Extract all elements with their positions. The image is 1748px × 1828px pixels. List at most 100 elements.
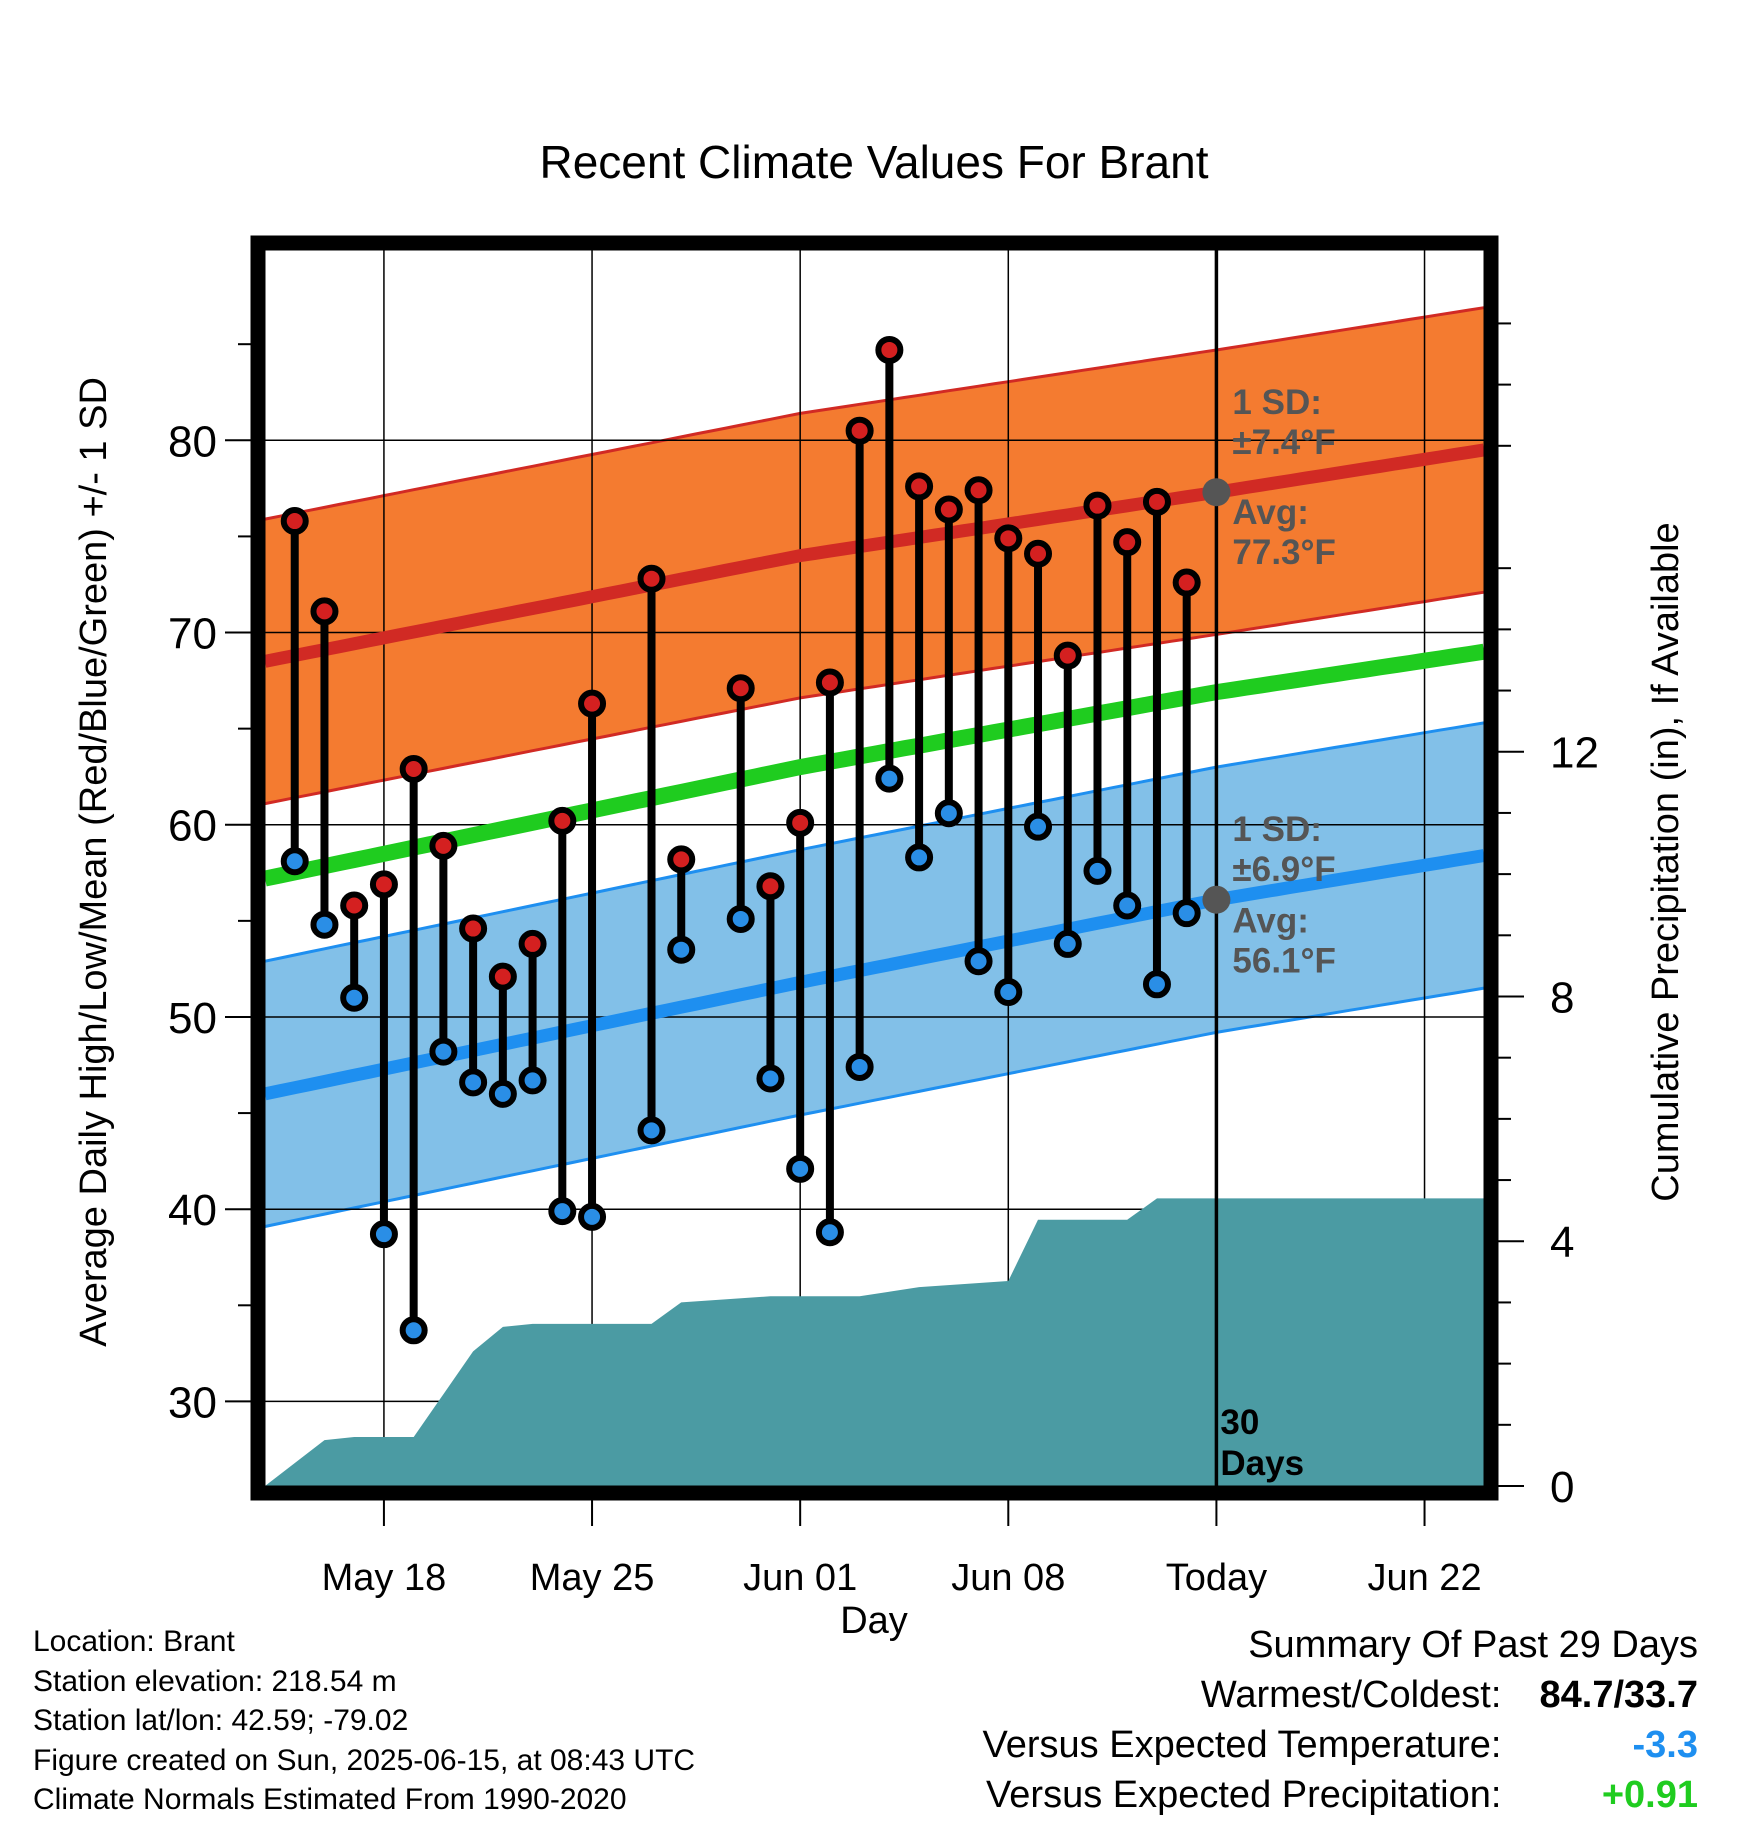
observed-low-point [875, 764, 904, 793]
observed-low-point [1083, 856, 1112, 885]
temp-row: Versus Expected Temperature: -3.3 [983, 1720, 1698, 1770]
y-tick-label: 40 [168, 1186, 217, 1235]
observed-low-point [1024, 812, 1053, 841]
observed-high-point [667, 845, 696, 874]
today-normal-low-marker [1202, 885, 1231, 914]
low-sd-band [265, 722, 1484, 1227]
y2-tick-label: 4 [1550, 1218, 1574, 1267]
y-tick-label: 30 [168, 1378, 217, 1427]
warmest-row: Warmest/Coldest: 84.7/33.7 [983, 1670, 1698, 1720]
observed-low-point [399, 1316, 428, 1345]
low-avg-value: 56.1°F [1232, 942, 1336, 981]
observed-high-point [786, 808, 815, 837]
x-tick-label: Jun 22 [1367, 1557, 1481, 1599]
observed-high-point [548, 806, 577, 835]
plot-frame [250, 235, 1499, 1501]
observed-low-point [964, 947, 993, 976]
observed-low-point [815, 1218, 844, 1247]
normal-high-line [263, 443, 1486, 668]
observed-high-point [1172, 568, 1201, 597]
y-tick-label: 80 [168, 417, 217, 466]
x-tick-label: Jun 08 [951, 1557, 1065, 1599]
observed-high-point [1142, 487, 1171, 516]
precip-value: +0.91 [1601, 1774, 1698, 1816]
observed-low-point [280, 847, 309, 876]
x-tick-label: May 18 [322, 1557, 447, 1599]
observed-low-point [578, 1202, 607, 1231]
observed-high-point [875, 335, 904, 364]
observed-high-point [1053, 641, 1082, 670]
observed-high-point [1024, 539, 1053, 568]
x-tick-label: May 25 [530, 1557, 655, 1599]
observed-high-point [488, 962, 517, 991]
observed-low-point [637, 1116, 666, 1145]
y2-tick-label: 12 [1550, 729, 1599, 778]
y-tick-label: 60 [168, 802, 217, 851]
observed-high-point [815, 668, 844, 697]
observed-high-point [994, 524, 1023, 553]
temp-value: -3.3 [1632, 1724, 1698, 1766]
observed-low-point [994, 977, 1023, 1006]
high-sd-label: 1 SD: [1232, 383, 1321, 422]
chart-title: Recent Climate Values For Brant [540, 136, 1209, 188]
observed-low-point [1172, 899, 1201, 928]
observed-low-point [369, 1220, 398, 1249]
days-count-label: 30 [1220, 1403, 1259, 1442]
x-axis-label: Day [840, 1600, 908, 1642]
latlon-text: Station lat/lon: 42.59; -79.02 [33, 1704, 409, 1737]
elevation-text: Station elevation: 218.54 m [33, 1664, 397, 1698]
y2-axis-label: Cumulative Precipitation (in), If Availa… [1645, 522, 1687, 1201]
days-word-label: Days [1220, 1444, 1304, 1483]
high-sd-band [265, 307, 1484, 804]
observed-high-point [310, 597, 339, 626]
observed-high-point [845, 416, 874, 445]
y-tick-label: 70 [168, 610, 217, 659]
high-sd-value: ±7.4°F [1232, 423, 1335, 462]
precip-row: Versus Expected Precipitation: +0.91 [983, 1770, 1698, 1820]
observed-high-point [637, 564, 666, 593]
low-avg-label: Avg: [1232, 902, 1308, 941]
observed-high-point [369, 870, 398, 899]
x-tick-label: Today [1166, 1557, 1267, 1599]
observed-high-point [399, 755, 428, 784]
observed-high-point [518, 929, 547, 958]
observed-low-point [905, 843, 934, 872]
station-info: Location: Brant Station elevation: 218.5… [33, 1622, 695, 1820]
temp-label: Versus Expected Temperature: [982, 1724, 1502, 1766]
high-avg-label: Avg: [1232, 493, 1308, 532]
location-text: Location: Brant [33, 1625, 235, 1658]
high-band-lower-edge [264, 590, 1485, 806]
x-tick-label: Jun 01 [743, 1557, 857, 1599]
today-normal-high-marker [1202, 478, 1231, 507]
observed-low-point [488, 1079, 517, 1108]
summary-title: Summary Of Past 29 Days [1248, 1624, 1698, 1666]
observed-low-point [934, 799, 963, 828]
precip-label: Versus Expected Precipitation: [986, 1774, 1502, 1816]
observed-low-point [340, 983, 369, 1012]
observed-low-point [667, 935, 696, 964]
normal-low-line [263, 849, 1486, 1101]
high-avg-value: 77.3°F [1232, 533, 1336, 572]
observed-low-point [845, 1052, 874, 1081]
observed-low-point [429, 1037, 458, 1066]
y-tick-label: 50 [168, 994, 217, 1043]
observed-low-point [756, 1064, 785, 1093]
low-sd-label: 1 SD: [1232, 810, 1321, 849]
normal-mean-line [263, 643, 1486, 887]
observed-low-point [548, 1197, 577, 1226]
observed-low-point [1142, 970, 1171, 999]
low-sd-value: ±6.9°F [1232, 850, 1335, 889]
precipitation-area [265, 1198, 1484, 1486]
observed-high-point [905, 472, 934, 501]
observed-high-point [756, 872, 785, 901]
normals-text: Climate Normals Estimated From 1990-2020 [33, 1783, 627, 1816]
summary-panel: Summary Of Past 29 Days Warmest/Coldest:… [983, 1620, 1698, 1820]
observed-high-point [429, 831, 458, 860]
observed-high-point [459, 914, 488, 943]
observed-low-point [726, 904, 755, 933]
high-band-upper-edge [264, 306, 1485, 521]
observed-high-point [1113, 528, 1142, 557]
warmest-value: 84.7/33.7 [1539, 1674, 1698, 1716]
y2-tick-label: 0 [1550, 1463, 1574, 1512]
observed-high-point [1083, 491, 1112, 520]
